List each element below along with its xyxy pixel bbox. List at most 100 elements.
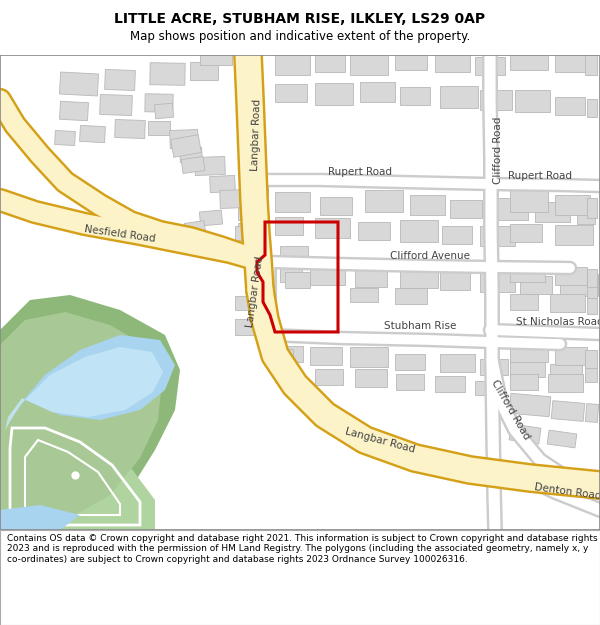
Bar [585,366,597,382]
Bar [358,222,390,240]
Bar [435,50,470,72]
Text: Clifford Road: Clifford Road [493,116,503,184]
Bar [550,294,585,312]
Bar [475,381,503,395]
Bar [310,265,345,285]
Bar [480,90,512,110]
Text: LITTLE ACRE, STUBHAM RISE, ILKLEY, LS29 0AP: LITTLE ACRE, STUBHAM RISE, ILKLEY, LS29 … [115,12,485,26]
Bar [235,296,255,310]
Bar [548,374,583,392]
Bar [59,101,88,121]
Bar [510,374,538,390]
Bar [148,121,170,135]
Bar [315,369,343,385]
Bar [275,217,303,235]
Bar [350,288,378,302]
Bar [555,97,585,115]
Bar [560,274,598,296]
Bar [535,202,570,222]
Bar [310,347,342,365]
Bar [350,347,388,367]
Bar [238,223,260,238]
Text: Langbar Road: Langbar Road [245,256,265,328]
Bar [275,84,307,102]
Bar [510,342,548,362]
Text: Langbar Road: Langbar Road [250,99,262,171]
Bar [490,198,528,220]
Text: Rupert Road: Rupert Road [328,167,392,177]
Bar [475,57,505,75]
Bar [435,376,465,392]
Bar [275,346,303,362]
Bar [265,349,293,365]
Bar [555,347,587,365]
Bar [585,350,597,368]
Bar [547,430,577,448]
Bar [510,48,548,70]
Bar [315,52,345,72]
Bar [510,294,538,310]
Bar [395,354,425,370]
Bar [355,269,387,287]
Bar [275,53,310,75]
Bar [238,204,263,220]
Bar [510,224,542,242]
Bar [551,401,585,421]
Bar [509,393,551,417]
Bar [80,126,106,142]
Bar [440,354,475,372]
Bar [100,94,133,116]
Bar [587,280,597,298]
Bar [115,119,145,139]
Bar [396,374,424,390]
Bar [170,135,202,158]
Bar [280,268,302,282]
Bar [315,83,353,105]
Bar [59,72,98,96]
Bar [577,204,595,224]
Bar [170,129,199,149]
Text: Clifford Avenue: Clifford Avenue [390,251,470,261]
Bar [184,221,206,236]
Bar [550,364,582,380]
Text: Rupert Road: Rupert Road [508,171,572,181]
Bar [410,195,445,215]
Text: Clifford Road: Clifford Road [489,378,531,442]
Bar [190,62,218,80]
Bar [275,368,297,382]
Bar [365,190,403,212]
Bar [555,267,587,285]
Bar [510,262,545,282]
Bar [320,197,352,215]
Bar [179,148,202,162]
Bar [587,269,597,287]
Text: Denton Road: Denton Road [534,482,600,502]
Bar [240,177,268,195]
Text: Stubham Rise: Stubham Rise [384,321,456,331]
Bar [275,192,310,212]
Bar [400,266,438,288]
Bar [400,220,438,242]
Bar [400,87,430,105]
Bar [480,359,508,375]
Bar [509,424,541,444]
Bar [450,200,482,218]
Bar [442,226,472,244]
Bar [440,86,478,108]
Bar [285,272,310,288]
Bar [480,226,515,246]
Bar [555,52,587,72]
Bar [350,53,388,75]
Bar [480,272,515,292]
Bar [395,50,427,70]
Bar [280,246,308,262]
Bar [104,69,136,91]
Bar [181,156,205,174]
Bar [220,189,248,209]
Bar [395,288,427,304]
Bar [520,276,552,294]
Polygon shape [0,295,180,530]
Bar [235,246,255,262]
Bar [150,62,185,85]
Bar [586,404,599,422]
